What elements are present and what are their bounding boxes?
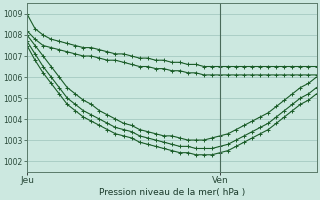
X-axis label: Pression niveau de la mer( hPa ): Pression niveau de la mer( hPa ) — [99, 188, 245, 197]
